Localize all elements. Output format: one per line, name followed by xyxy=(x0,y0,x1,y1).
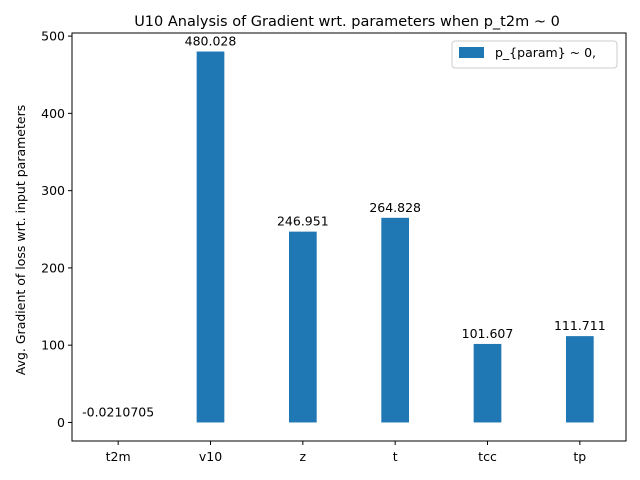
legend-entry-label: p_{param} ~ 0, xyxy=(495,45,596,60)
y-tick-label: 500 xyxy=(41,29,65,44)
x-tick-label: tcc xyxy=(478,449,497,464)
x-tick-label: t xyxy=(393,449,398,464)
x-tick-label: t2m xyxy=(106,449,131,464)
y-tick-label: 100 xyxy=(41,338,65,353)
bar-z xyxy=(288,231,317,423)
x-tick-label: z xyxy=(300,449,307,464)
legend-swatch xyxy=(459,47,484,58)
y-axis-label: Avg. Gradient of loss wrt. input paramet… xyxy=(13,105,28,375)
bar-tp xyxy=(565,336,594,423)
chart-title: U10 Analysis of Gradient wrt. parameters… xyxy=(134,14,560,30)
data-label: 111.711 xyxy=(554,318,606,333)
y-tick-label: 200 xyxy=(41,260,65,275)
data-label: -0.0210705 xyxy=(82,404,154,419)
bar-tcc xyxy=(473,343,502,423)
x-tick-label: v10 xyxy=(199,449,222,464)
legend-box xyxy=(451,40,618,69)
x-tick-label: tp xyxy=(573,449,586,464)
data-label: 480.028 xyxy=(185,34,237,49)
y-tick-label: 0 xyxy=(57,415,65,430)
data-label: 101.607 xyxy=(462,326,514,341)
y-tick-label: 400 xyxy=(41,106,65,121)
legend: p_{param} ~ 0, xyxy=(451,40,618,69)
plot-frame xyxy=(71,32,627,442)
bar-v10 xyxy=(196,51,225,423)
bar-t xyxy=(381,217,410,423)
plot-area: 0 100 200 300 400 500 t2m v10 z t tcc tp -0.0210705 4… xyxy=(41,29,627,464)
y-tick-label: 300 xyxy=(41,183,65,198)
data-label: 246.951 xyxy=(277,214,329,229)
data-label: 264.828 xyxy=(369,200,421,215)
